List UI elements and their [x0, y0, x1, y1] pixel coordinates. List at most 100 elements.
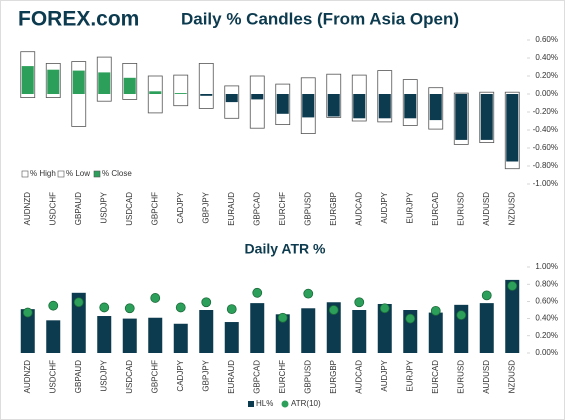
legend-swatch: [21, 170, 29, 178]
y-tick-label: -0.80%: [533, 161, 558, 170]
x-tick-label: NZDUSD: [507, 192, 516, 226]
legend-label: HL%: [256, 399, 273, 408]
x-tick-label: EURGBP: [329, 192, 338, 226]
x-tick-label: GBPUSD: [303, 192, 312, 226]
dot: [354, 297, 365, 308]
x-tick-label: USDCHF: [48, 192, 57, 225]
y-tick-label: -0.20%: [533, 107, 558, 116]
x-tick-label: EURCHF: [278, 360, 287, 393]
close-bar: [200, 94, 213, 96]
x-tick-label: GBPUSD: [303, 360, 312, 394]
y-tick-label: -0.40%: [533, 125, 558, 134]
x-tick-label: GBPCHF: [150, 192, 159, 225]
dot: [405, 313, 416, 324]
x-tick-label: USDCHF: [48, 360, 57, 393]
close-bar: [174, 93, 187, 94]
bar: [199, 310, 214, 353]
x-tick-label: GBPJPY: [201, 191, 210, 223]
close-bar: [225, 94, 238, 103]
x-tick-label: AUDCAD: [354, 360, 363, 394]
x-tick-label: AUDJPY: [380, 359, 389, 391]
close-bar: [480, 94, 493, 140]
legend-label: % Low: [66, 169, 90, 178]
x-tick-label: AUDJPY: [380, 191, 389, 223]
x-tick-label: EURCAD: [431, 360, 440, 394]
legend-swatch: [93, 170, 101, 178]
x-tick-label: USDCAD: [125, 360, 134, 394]
bar: [479, 303, 494, 353]
y-tick-label: 0.60%: [535, 297, 558, 306]
x-tick-label: EURAUD: [227, 360, 236, 394]
close-bar: [276, 94, 289, 114]
close-bar: [149, 91, 162, 94]
y-tick-label: 0.80%: [535, 279, 558, 288]
dot: [175, 302, 186, 313]
close-bar: [21, 66, 34, 94]
dot: [201, 297, 212, 308]
dot: [150, 293, 161, 303]
dot: [22, 307, 33, 318]
x-tick-label: AUDCAD: [354, 192, 363, 226]
x-tick-label: USDJPY: [99, 191, 108, 223]
dot: [252, 287, 263, 298]
x-tick-label: AUDNZD: [23, 360, 32, 394]
bar: [428, 312, 443, 353]
range-box: [249, 75, 265, 129]
close-bar: [429, 94, 442, 121]
legend-label: % Close: [102, 169, 132, 178]
legend-swatch: [248, 401, 254, 407]
range-box: [173, 74, 189, 107]
x-tick-label: NZDUSD: [507, 360, 516, 394]
close-bar: [123, 77, 136, 94]
x-tick-label: GBPCHF: [150, 360, 159, 393]
x-tick-label: EURCHF: [278, 192, 287, 225]
close-bar: [72, 70, 85, 94]
bar: [122, 318, 137, 353]
logo: FOREX.com: [18, 8, 139, 31]
x-tick-label: USDCAD: [125, 192, 134, 226]
x-tick-label: EURAUD: [227, 192, 236, 226]
chart-title: Daily % Candles (From Asia Open): [181, 9, 459, 28]
y-tick-label: 0.40%: [535, 314, 558, 323]
x-tick-label: AUDUSD: [482, 360, 491, 394]
y-tick-label: 1.00%: [535, 262, 558, 271]
x-tick-label: GBPAUD: [74, 360, 83, 393]
x-tick-label: USDJPY: [99, 359, 108, 391]
dot: [226, 304, 237, 315]
dot: [277, 312, 288, 323]
close-bar: [404, 94, 417, 119]
bar: [250, 303, 265, 353]
dot: [99, 302, 110, 313]
y-tick-label: -0.60%: [533, 143, 558, 152]
x-tick-label: CADJPY: [176, 359, 185, 391]
close-bar: [47, 69, 60, 94]
x-tick-label: GBPCAD: [252, 360, 261, 394]
x-tick-label: GBPAUD: [74, 192, 83, 225]
bar: [224, 322, 239, 353]
y-tick-label: 0.40%: [535, 53, 558, 62]
bar: [505, 279, 520, 353]
range-box: [147, 75, 163, 114]
x-tick-label: EURUSD: [456, 192, 465, 226]
dot: [124, 303, 135, 314]
bar: [377, 303, 392, 353]
close-bar: [98, 72, 111, 94]
x-tick-label: EURCAD: [431, 192, 440, 226]
bar: [148, 317, 163, 353]
bar: [20, 309, 35, 353]
legend-swatch: [281, 400, 289, 408]
bar: [173, 323, 188, 353]
range-box: [198, 63, 214, 109]
close-bar: [251, 94, 264, 100]
y-tick-label: 0.00%: [535, 348, 558, 357]
dot: [48, 300, 59, 311]
x-tick-label: EURJPY: [405, 359, 414, 391]
bar: [301, 308, 316, 353]
range-box: [224, 85, 240, 119]
y-tick-label: 0.20%: [535, 71, 558, 80]
y-tick-label: 0.20%: [535, 331, 558, 340]
x-tick-label: EURUSD: [456, 360, 465, 394]
bar: [326, 302, 341, 353]
dot: [507, 281, 518, 291]
